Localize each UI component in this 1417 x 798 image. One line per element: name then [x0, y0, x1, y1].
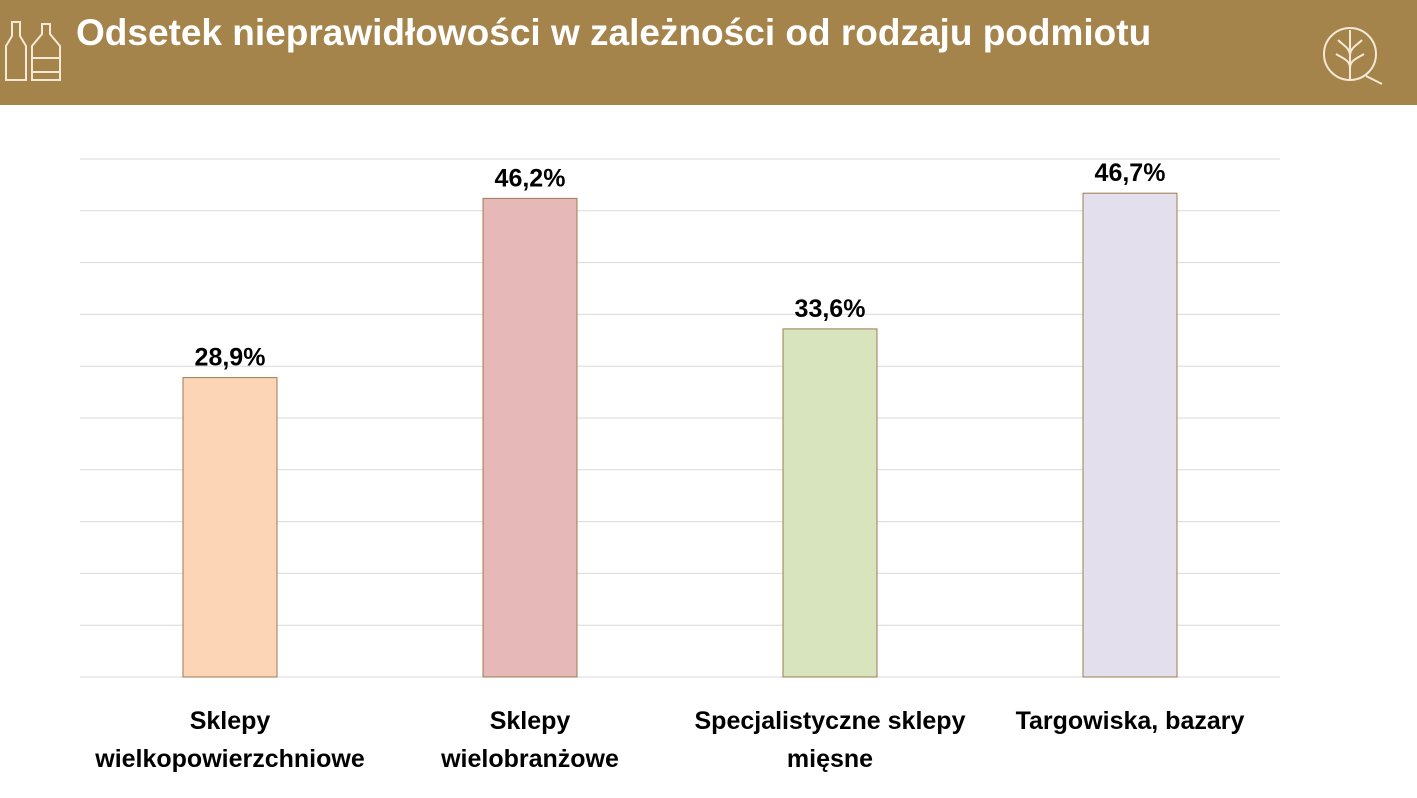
- bar: [782, 328, 878, 678]
- value-label: 46,7%: [1095, 159, 1166, 187]
- chart-title: Odsetek nieprawidłowości w zależności od…: [76, 12, 1152, 53]
- bar: [182, 377, 278, 678]
- bottles-icon: [5, 21, 61, 81]
- value-label: 28,9%: [195, 344, 266, 372]
- value-label: 33,6%: [795, 295, 866, 323]
- value-label: 46,2%: [495, 164, 566, 192]
- x-tick-label: Sklepy wielobranżowe: [441, 707, 619, 773]
- header: Odsetek nieprawidłowości w zależności od…: [0, 0, 1417, 105]
- logo-icon: [1323, 27, 1383, 85]
- x-tick-label: Specjalistyczne sklepy mięsne: [694, 707, 966, 773]
- x-tick-label: Targowiska, bazary: [1015, 707, 1245, 735]
- bar: [1082, 192, 1178, 678]
- x-tick-label: Sklepy wielkopowierzchniowe: [95, 707, 365, 773]
- bar: [482, 197, 578, 678]
